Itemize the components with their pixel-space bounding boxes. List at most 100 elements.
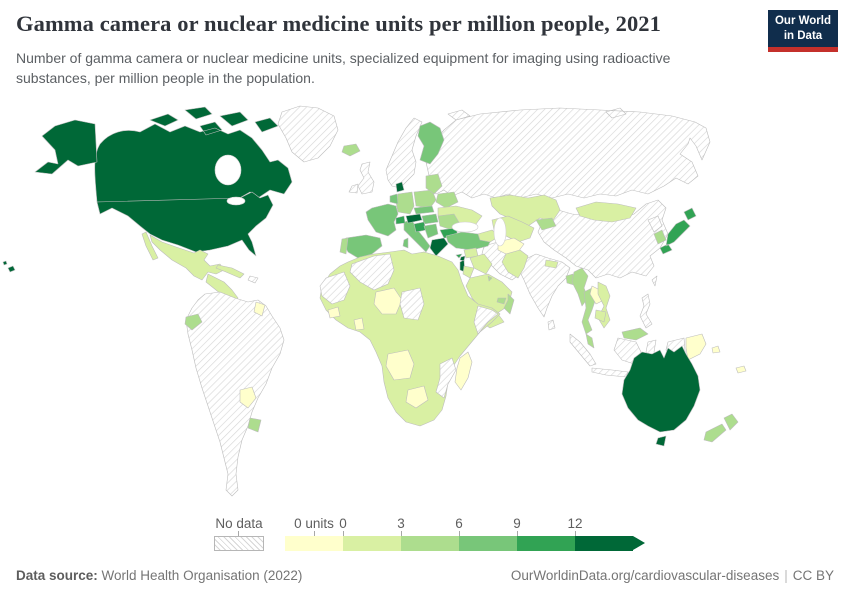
country-czechia[interactable] (413, 205, 435, 215)
country-south-korea[interactable] (653, 229, 667, 245)
country-haiti[interactable] (247, 275, 259, 284)
legend-swatch-3-6[interactable] (401, 536, 459, 551)
data-source: Data source: World Health Organisation (… (16, 568, 302, 583)
country-jordan[interactable] (462, 265, 475, 279)
country-nepal[interactable] (544, 259, 559, 269)
legend-tickmark (459, 531, 460, 536)
country-malaysia[interactable] (585, 327, 649, 349)
country-mongolia[interactable] (575, 201, 637, 223)
country-france[interactable] (365, 203, 399, 237)
country-kuwait[interactable] (487, 275, 493, 282)
legend-swatch-0-3[interactable] (343, 536, 401, 551)
country-solomon-islands[interactable] (711, 345, 721, 354)
legend-tick-9: 9 (513, 516, 521, 531)
legend-tickmark (517, 531, 518, 536)
country-new-caledonia[interactable] (735, 365, 747, 374)
country-chad[interactable] (399, 287, 425, 321)
country-botswana[interactable] (405, 385, 429, 409)
legend-swatch-0-units[interactable] (285, 536, 343, 551)
world-map (0, 102, 850, 507)
country-united-states[interactable] (2, 119, 274, 273)
country-uruguay[interactable] (247, 417, 262, 433)
caspian-sea (493, 217, 507, 247)
country-australia[interactable] (621, 345, 701, 447)
country-north-korea[interactable] (647, 215, 663, 233)
country-baltics[interactable] (425, 173, 443, 195)
country-ecuador[interactable] (184, 313, 203, 331)
legend-swatch-6-9[interactable] (459, 536, 517, 551)
legend-swatch-9-12[interactable] (517, 536, 575, 551)
owid-logo-line2: in Data (783, 29, 823, 42)
page-title: Gamma camera or nuclear medicine units p… (16, 11, 662, 36)
country-madagascar[interactable] (454, 351, 473, 391)
country-portugal[interactable] (339, 237, 349, 255)
country-japan[interactable] (659, 207, 697, 255)
legend-no-data-tick (238, 531, 239, 536)
country-pakistan[interactable] (501, 249, 529, 279)
legend-no-data[interactable]: No data (214, 516, 264, 551)
chart-footer: Data source: World Health Organisation (… (0, 568, 850, 583)
legend-zero-tick (314, 531, 315, 536)
country-new-zealand[interactable] (703, 413, 739, 443)
country-united-kingdom[interactable] (357, 161, 375, 195)
country-canada[interactable] (94, 106, 293, 203)
black-sea (451, 221, 479, 233)
country-sri-lanka[interactable] (547, 319, 556, 331)
country-ghana[interactable] (353, 317, 365, 331)
country-uae[interactable] (496, 297, 507, 305)
country-denmark[interactable] (395, 181, 405, 193)
country-india[interactable] (517, 253, 571, 318)
owid-link[interactable]: OurWorldinData.org/cardiovascular-diseas… (510, 568, 780, 583)
legend-tick-3: 3 (397, 516, 405, 531)
map-legend: No data 0 units 0 3 6 9 12 (0, 516, 850, 552)
country-papua-new-guinea[interactable] (685, 333, 707, 361)
country-paraguay[interactable] (239, 386, 257, 409)
country-guyana[interactable] (253, 301, 266, 317)
data-source-value: World Health Organisation (2022) (97, 568, 303, 583)
country-taiwan[interactable] (651, 275, 658, 287)
owid-logo[interactable]: Our World in Data (768, 10, 838, 52)
legend-arrow (633, 536, 645, 550)
country-finland[interactable] (417, 121, 445, 165)
country-iraq[interactable] (469, 253, 493, 275)
footer-right: OurWorldinData.org/cardiovascular-diseas… (511, 568, 834, 583)
country-mozambique[interactable] (435, 357, 457, 399)
country-germany[interactable] (395, 191, 415, 215)
country-netherlands[interactable] (389, 193, 399, 205)
data-source-label: Data source: (16, 568, 98, 583)
country-greece[interactable] (429, 237, 449, 257)
footer-separator: | (784, 568, 788, 583)
country-ireland[interactable] (348, 183, 359, 194)
country-mauritania[interactable] (319, 271, 351, 305)
country-kyrgyzstan[interactable] (535, 217, 557, 231)
country-hungary[interactable] (421, 213, 439, 225)
country-austria[interactable] (405, 213, 423, 224)
legend-color-bar: 0 units 0 3 6 9 12 (285, 516, 645, 551)
great-lakes (226, 196, 246, 206)
country-guinea[interactable] (327, 306, 341, 319)
country-cuba[interactable] (215, 264, 245, 279)
country-somalia[interactable] (473, 305, 499, 335)
country-iceland[interactable] (341, 143, 361, 157)
legend-swatch-12-plus[interactable] (575, 536, 633, 551)
country-greenland[interactable] (277, 105, 339, 163)
country-cambodia[interactable] (594, 309, 607, 323)
legend-tick-6: 6 (455, 516, 463, 531)
country-algeria[interactable] (349, 253, 395, 291)
country-russia[interactable] (425, 107, 711, 199)
legend-no-data-swatch[interactable] (214, 536, 264, 551)
country-niger[interactable] (373, 287, 403, 315)
country-serbia[interactable] (423, 223, 439, 239)
country-cyprus[interactable] (455, 253, 463, 259)
country-norway-sweden[interactable] (385, 117, 423, 189)
license-label[interactable]: CC BY (792, 568, 834, 583)
country-belarus[interactable] (435, 191, 459, 209)
legend-tickmark (575, 531, 576, 536)
country-switzerland[interactable] (395, 215, 406, 225)
country-angola[interactable] (385, 349, 415, 381)
legend-tick-0: 0 (339, 516, 347, 531)
region-south-america[interactable] (185, 291, 285, 497)
country-philippines[interactable] (639, 293, 653, 329)
country-oman[interactable] (503, 293, 515, 315)
